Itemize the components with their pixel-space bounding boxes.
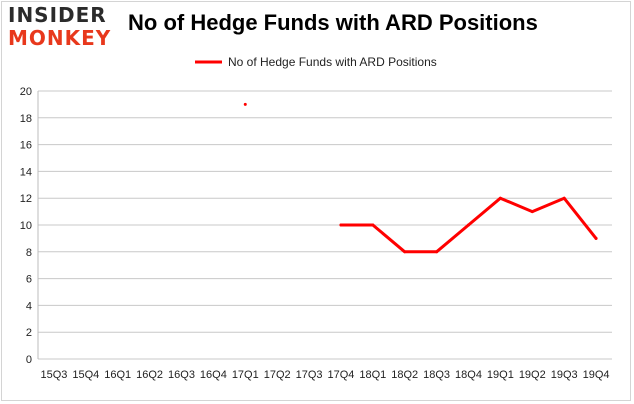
data-point [467,223,470,227]
data-point [594,236,598,240]
insider-monkey-logo: INSIDER MONKEY [8,5,116,53]
chart-title: No of Hedge Funds with ARD Positions [128,10,538,35]
y-tick-label: 16 [20,140,32,152]
grid [37,90,612,360]
x-tick-label: 16Q3 [168,369,195,381]
x-tick-label: 17Q4 [327,369,354,381]
x-tick-label: 15Q4 [72,369,99,381]
legend-label: No of Hedge Funds with ARD Positions [228,55,437,69]
y-tick-label: 2 [26,327,32,339]
x-tick-label: 16Q2 [136,369,163,381]
data-point [530,210,534,214]
data-point [371,223,375,227]
x-tick-label: 17Q1 [232,369,259,381]
x-tick-label: 16Q1 [104,369,131,381]
x-tick-label: 16Q4 [200,369,227,381]
x-tick-label: 18Q3 [423,369,450,381]
y-tick-label: 0 [26,354,32,366]
series-group [243,102,598,254]
x-tick-label: 18Q1 [359,369,386,381]
x-tick-label: 19Q1 [487,369,514,381]
x-tick-label: 19Q2 [519,369,546,381]
x-tick-label: 18Q4 [455,369,482,381]
logo-text-bottom: MONKEY [8,26,112,50]
x-tick-label: 18Q2 [391,369,418,381]
y-tick-label: 6 [26,274,32,286]
y-tick-label: 20 [20,86,32,98]
data-point [339,223,343,227]
x-tick-label: 17Q2 [264,369,291,381]
logo-text-top: INSIDER [8,3,107,27]
legend: No of Hedge Funds with ARD Positions [195,55,437,69]
x-tick-label: 17Q3 [296,369,323,381]
y-tick-label: 8 [26,247,32,259]
x-tick-label: 19Q3 [551,369,578,381]
y-axis: 0 2 4 6 8 10 12 14 16 18 20 [20,86,32,366]
x-tick-label: 19Q4 [583,369,610,381]
y-tick-label: 10 [20,220,32,232]
x-tick-label: 15Q3 [40,369,67,381]
data-point [435,250,439,254]
y-tick-label: 12 [20,193,32,205]
data-point [562,196,566,200]
data-point [403,250,407,254]
y-tick-label: 4 [26,300,32,312]
y-tick-label: 18 [20,113,32,125]
data-point [243,102,247,106]
y-tick-label: 14 [20,166,32,178]
x-axis: 15Q3 15Q4 16Q1 16Q2 16Q3 16Q4 17Q1 17Q2 17Q3 17Q4… [40,369,609,381]
data-point [498,196,502,200]
